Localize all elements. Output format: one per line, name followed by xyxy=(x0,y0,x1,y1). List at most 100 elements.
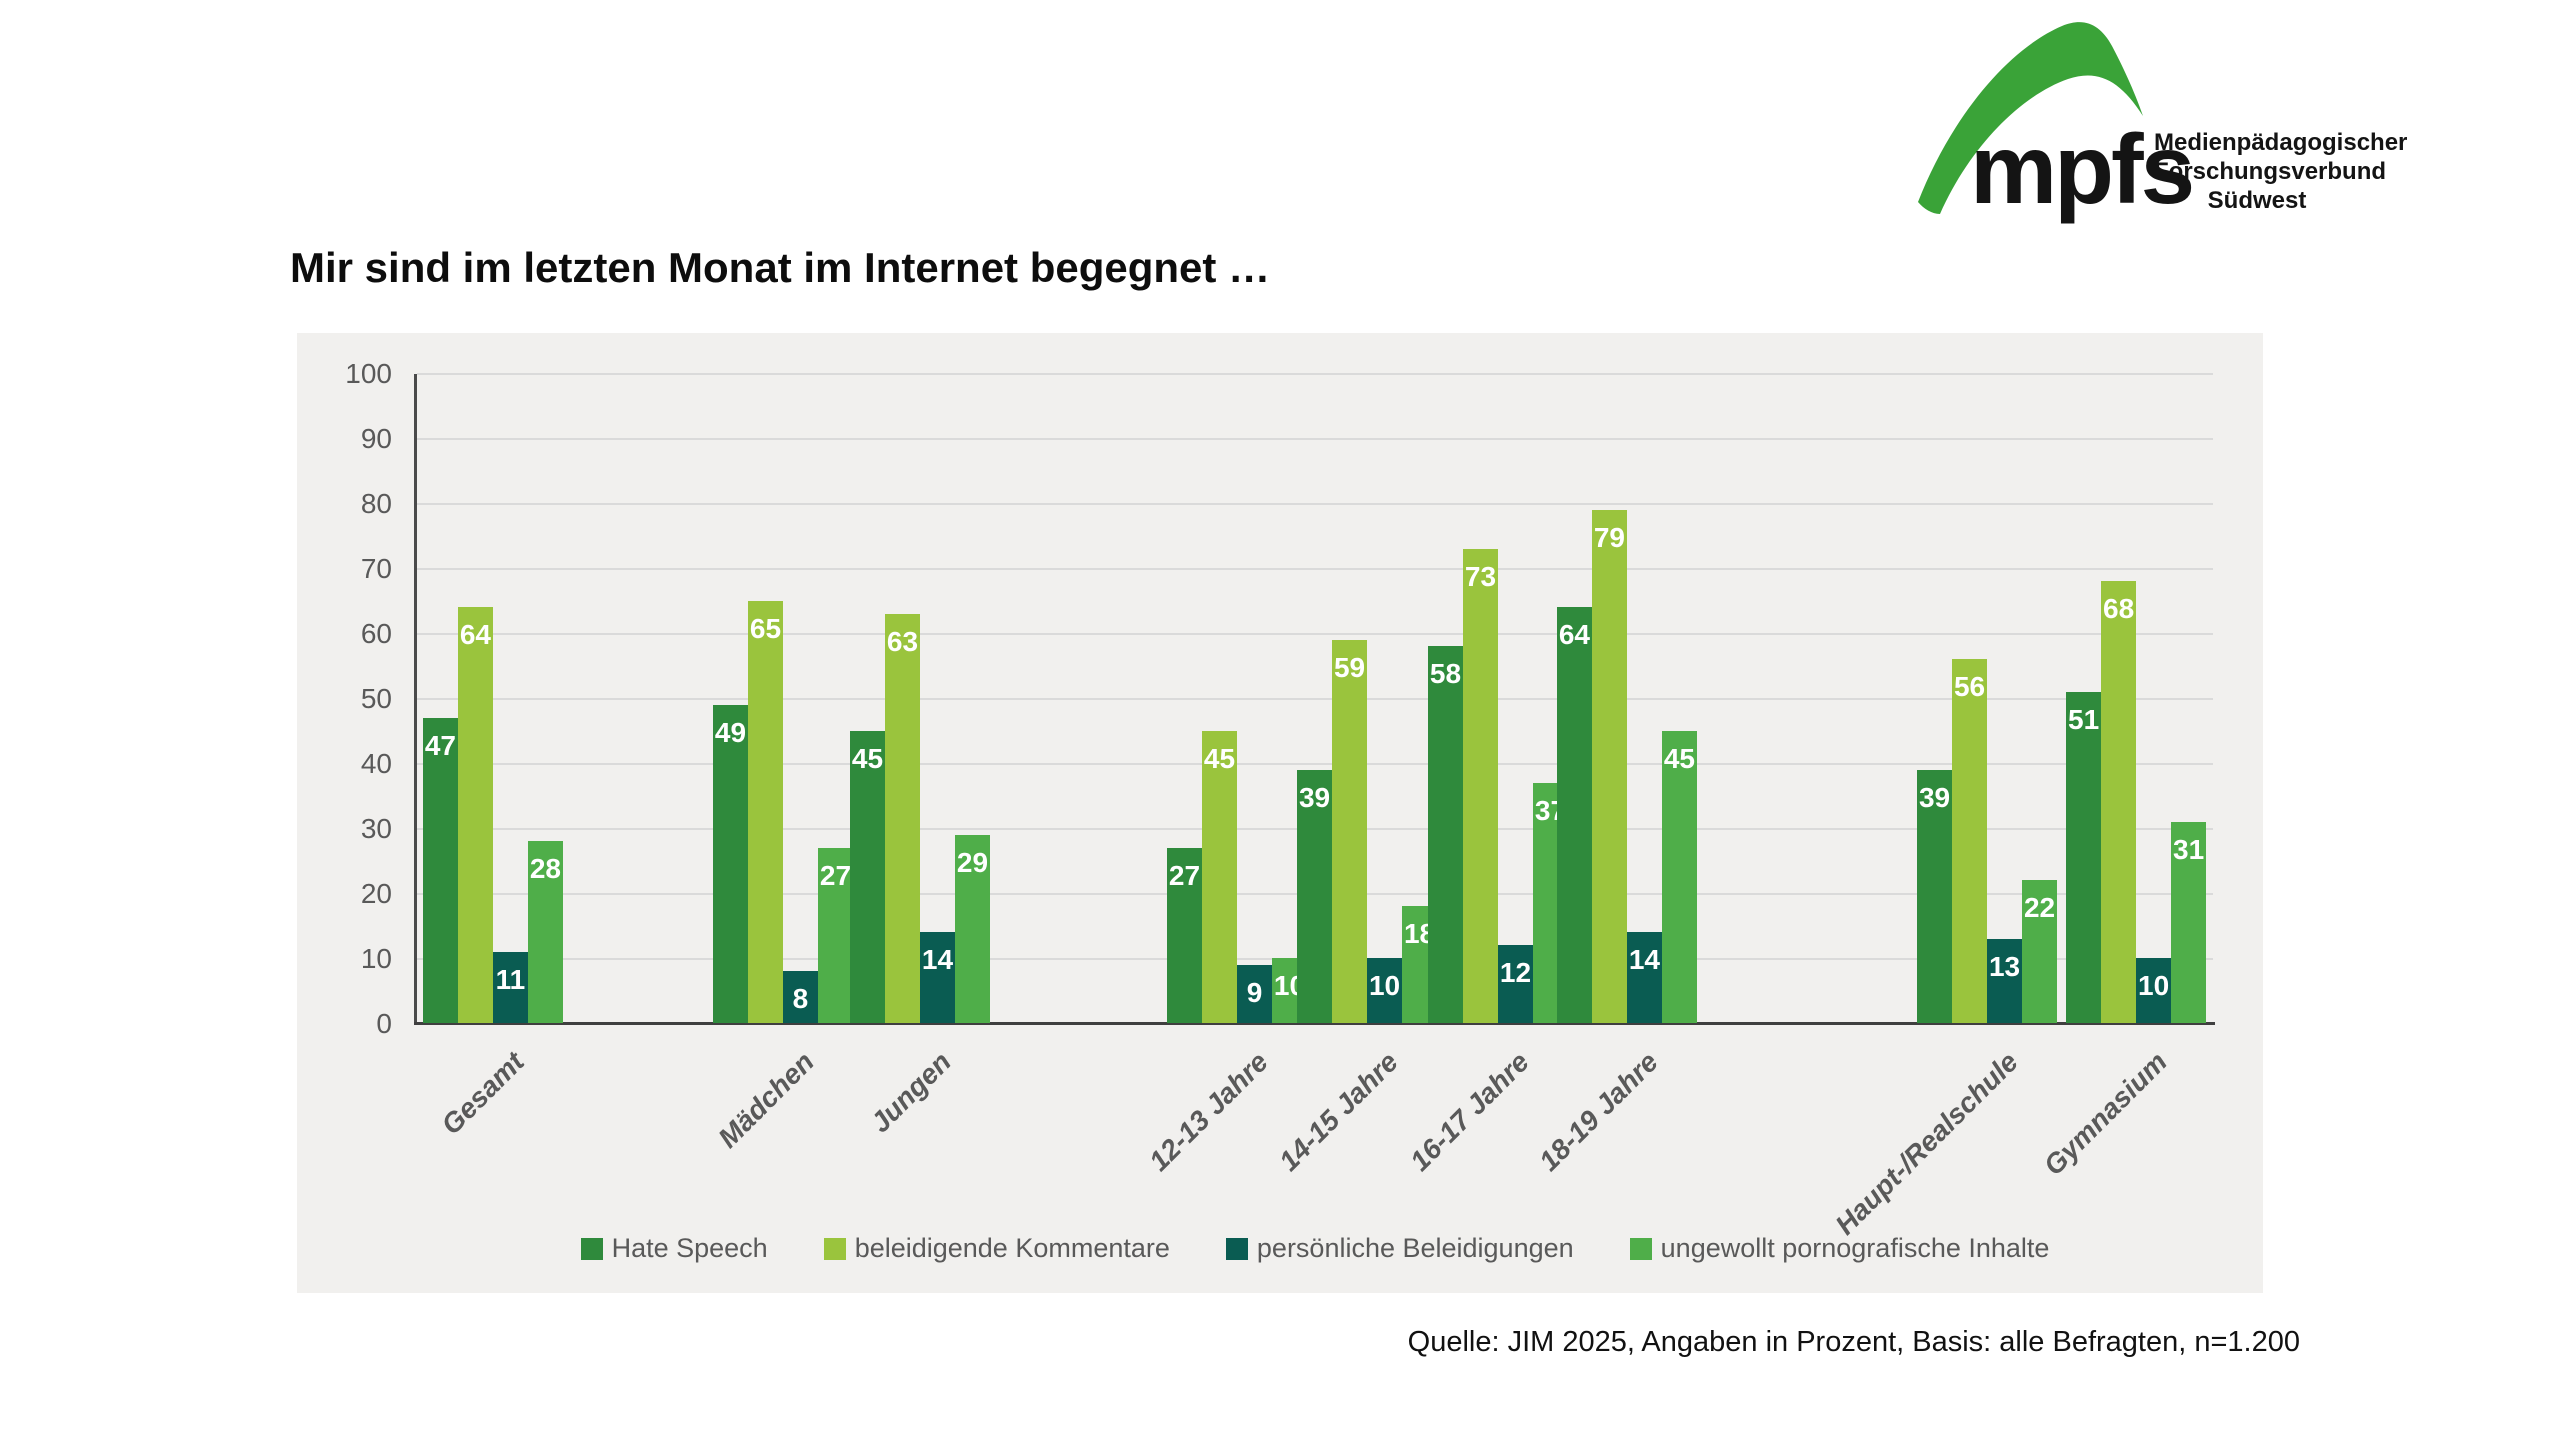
bar-hate-speech: 45 xyxy=(850,730,885,1023)
legend-item: beleidigende Kommentare xyxy=(823,1233,1170,1264)
bar-beleidigende-kommentare: 73 xyxy=(1462,548,1498,1023)
bar-ungewollt-pornografische-inhalte: 27 xyxy=(817,847,853,1023)
y-tick-label: 30 xyxy=(360,813,392,844)
legend-item: Hate Speech xyxy=(580,1233,768,1264)
bar-hate-speech: 64 xyxy=(1556,607,1592,1023)
bar-value-label: 47 xyxy=(424,729,456,761)
gridline xyxy=(417,503,2213,505)
logo-org-name: Medienpädagogischer Forschungsverbund Sü… xyxy=(2154,128,2408,215)
bar-pers-nliche-beleidigungen: 13 xyxy=(1987,938,2023,1023)
bar-beleidigende-kommentare: 65 xyxy=(747,600,783,1023)
bar-hate-speech: 49 xyxy=(712,704,748,1023)
bar-value-label: 9 xyxy=(1246,976,1263,1008)
gridline xyxy=(417,763,2213,765)
y-tick-label: 40 xyxy=(360,748,392,779)
legend-label: Hate Speech xyxy=(611,1233,768,1263)
bar-group-18-19-jahre: 64 79 14 45 xyxy=(1556,373,1697,1023)
legend-item: persönliche Beleidigungen xyxy=(1225,1233,1574,1264)
logo-org-line: Forschungsverbund xyxy=(2154,158,2387,185)
bar-value-label: 14 xyxy=(921,944,954,975)
y-tick-label: 60 xyxy=(360,618,392,649)
bar-value-label: 49 xyxy=(714,716,747,748)
bar-group-haupt-realschule: 39 56 13 22 xyxy=(1917,373,2058,1023)
bar-hate-speech: 39 xyxy=(1917,769,1953,1023)
bar-hate-speech: 47 xyxy=(422,717,458,1023)
bar-ungewollt-pornografische-inhalte: 29 xyxy=(955,834,990,1023)
bar-hate-speech: 39 xyxy=(1297,769,1333,1023)
legend-swatch xyxy=(823,1237,846,1260)
bar-pers-nliche-beleidigungen: 11 xyxy=(492,951,528,1023)
bar-hate-speech: 27 xyxy=(1167,847,1202,1023)
gridline xyxy=(417,568,2213,570)
bar-value-label: 22 xyxy=(2023,892,2056,923)
chart-panel: 0 10 20 30 40 50 60 70 80 90 100 47 64 11 28 Gesamt 49 65… xyxy=(297,333,2263,1293)
bar-group-jungen: 45 63 14 29 xyxy=(850,373,990,1023)
chart-title: Mir sind im letzten Monat im Internet be… xyxy=(290,244,1271,291)
bar-value-label: 10 xyxy=(1368,970,1401,1001)
bar-hate-speech: 51 xyxy=(2066,691,2102,1023)
bar-value-label: 64 xyxy=(459,619,491,650)
bar-group-16-17-jahre: 58 73 12 37 xyxy=(1427,373,1568,1023)
bar-value-label: 73 xyxy=(1464,560,1497,592)
bar-pers-nliche-beleidigungen: 9 xyxy=(1237,964,1272,1023)
bar-value-label: 51 xyxy=(2068,703,2100,735)
gridline xyxy=(417,373,2213,375)
bar-value-label: 28 xyxy=(529,853,561,884)
bar-value-label: 68 xyxy=(2103,593,2135,624)
bar-value-label: 27 xyxy=(1168,859,1201,891)
bar-beleidigende-kommentare: 63 xyxy=(885,613,920,1023)
bar-ungewollt-pornografische-inhalte: 28 xyxy=(527,841,563,1023)
bar-value-label: 10 xyxy=(2138,970,2170,1001)
bar-beleidigende-kommentare: 59 xyxy=(1332,639,1368,1023)
bar-value-label: 56 xyxy=(1953,671,1986,702)
logo-org-line: Medienpädagogischer xyxy=(2154,129,2408,156)
bar-ungewollt-pornografische-inhalte: 31 xyxy=(2171,821,2207,1023)
bar-value-label: 79 xyxy=(1593,521,1625,553)
y-axis-line xyxy=(414,374,417,1024)
bar-group-12-13-jahre: 27 45 9 10 xyxy=(1167,373,1307,1023)
legend-label: persönliche Beleidigungen xyxy=(1256,1233,1574,1263)
gridline xyxy=(417,438,2213,440)
bar-value-label: 45 xyxy=(851,742,884,774)
bar-pers-nliche-beleidigungen: 8 xyxy=(782,971,818,1023)
mpfs-logo: mpfs Medienpädagogischer Forschungsverbu… xyxy=(1916,16,2407,226)
y-tick-label: 20 xyxy=(360,878,392,909)
legend-swatch xyxy=(1225,1237,1248,1260)
bar-beleidigende-kommentare: 79 xyxy=(1591,509,1627,1023)
logo-swoosh-icon xyxy=(1918,22,2143,215)
y-tick-label: 90 xyxy=(360,423,392,454)
bar-value-label: 58 xyxy=(1429,658,1462,689)
y-tick-label: 0 xyxy=(376,1008,392,1039)
bar-ungewollt-pornografische-inhalte: 45 xyxy=(1661,730,1697,1023)
bar-hate-speech: 58 xyxy=(1427,646,1463,1023)
bar-group-m-dchen: 49 65 8 27 xyxy=(712,373,853,1023)
bar-value-label: 39 xyxy=(1918,781,1951,813)
bar-value-label: 29 xyxy=(956,846,989,878)
bar-group-gesamt: 47 64 11 28 xyxy=(422,373,563,1023)
y-tick-label: 80 xyxy=(360,488,392,519)
legend-swatch xyxy=(580,1237,603,1260)
bar-value-label: 27 xyxy=(819,859,852,891)
bar-value-label: 12 xyxy=(1499,957,1532,988)
bar-value-label: 39 xyxy=(1298,781,1331,813)
bar-value-label: 59 xyxy=(1333,651,1366,683)
bar-value-label: 31 xyxy=(2173,833,2205,865)
y-tick-label: 70 xyxy=(360,553,392,584)
source-note: Quelle: JIM 2025, Angaben in Prozent, Ba… xyxy=(1407,1326,2300,1358)
bar-value-label: 14 xyxy=(1628,944,1660,975)
y-tick-label: 100 xyxy=(345,358,392,389)
legend: Hate Speech beleidigende Kommentare persön… xyxy=(417,1233,2213,1264)
x-axis-line xyxy=(414,1022,2215,1025)
bar-value-label: 45 xyxy=(1663,742,1695,774)
bar-value-label: 13 xyxy=(1988,950,2021,982)
bar-group-14-15-jahre: 39 59 10 18 xyxy=(1297,373,1438,1023)
gridline xyxy=(417,633,2213,635)
bar-pers-nliche-beleidigungen: 14 xyxy=(1626,932,1662,1023)
gridline xyxy=(417,698,2213,700)
legend-swatch xyxy=(1629,1237,1652,1260)
y-tick-label: 50 xyxy=(360,683,392,714)
plot-area: 0 10 20 30 40 50 60 70 80 90 100 47 64 11 28 Gesamt 49 65… xyxy=(345,358,2215,1241)
bar-pers-nliche-beleidigungen: 10 xyxy=(2136,958,2172,1023)
bar-group-gymnasium: 51 68 10 31 xyxy=(2066,373,2207,1023)
